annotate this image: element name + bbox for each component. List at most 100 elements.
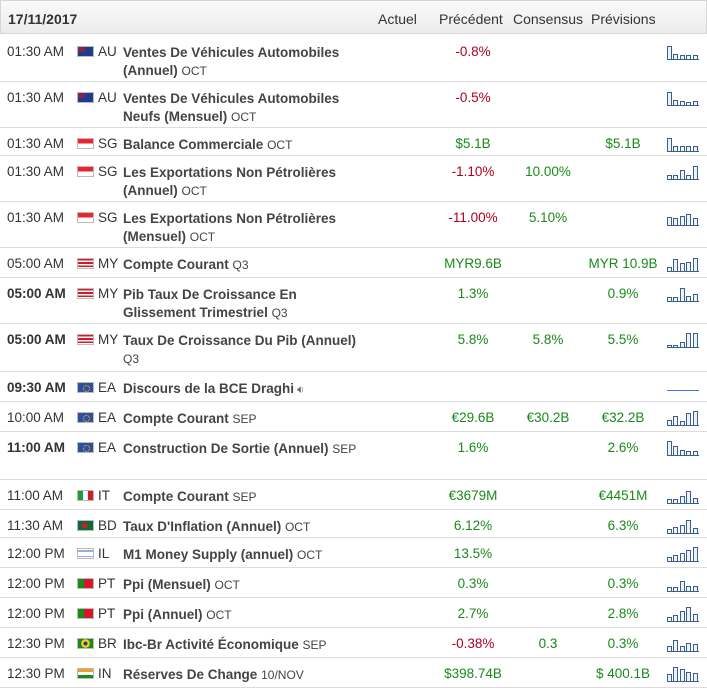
event-period: OCT — [297, 548, 323, 562]
event-title[interactable]: M1 Money Supply (annuel) — [123, 547, 294, 562]
event-row[interactable]: 12:30 PM BR Ibc-Br Activité Économique SEP… — [0, 628, 707, 658]
event-time: 12:30 PM — [7, 636, 65, 651]
history-chart-icon[interactable] — [667, 210, 699, 226]
history-chart-icon[interactable] — [667, 136, 699, 152]
event-row[interactable]: 05:00 AM MY Pib Taux De Croissance En Glis… — [0, 278, 707, 324]
history-chart-icon[interactable] — [667, 332, 699, 348]
event-row[interactable]: 09:30 AM EA Discours de la BCE Draghi 🔉︎ — [0, 372, 707, 402]
history-chart-icon[interactable] — [667, 576, 699, 592]
event-title[interactable]: Les Exportations Non Pétrolières (Annuel… — [123, 165, 337, 198]
event-title[interactable]: Construction De Sortie (Annuel) — [123, 441, 329, 456]
flag-it-icon — [77, 490, 94, 501]
forecast-value: €32.2B — [601, 410, 645, 425]
forecast-value: 0.3% — [607, 576, 639, 591]
history-chart-icon[interactable] — [667, 410, 699, 426]
event-row[interactable]: 11:30 AM BD Taux D'Inflation (Annuel) OCT 6… — [0, 510, 707, 538]
event-name[interactable]: Ppi (Annuel) OCT — [123, 606, 363, 624]
event-row[interactable]: 12:30 PM IN Réserves De Change 10/NOV $398.… — [0, 658, 707, 688]
event-title[interactable]: Ibc-Br Activité Économique — [123, 637, 299, 652]
previous-value: $5.1B — [455, 136, 491, 151]
event-title[interactable]: Les Exportations Non Pétrolières (Mensue… — [123, 211, 337, 244]
history-chart-icon[interactable] — [667, 546, 699, 562]
history-chart-icon[interactable] — [667, 380, 699, 396]
forecast-value: 5.5% — [607, 332, 639, 347]
history-chart-icon[interactable] — [667, 44, 699, 60]
history-chart-icon[interactable] — [667, 164, 699, 180]
event-time: 10:00 AM — [7, 410, 65, 425]
event-title[interactable]: Discours de la BCE Draghi — [123, 381, 295, 396]
event-title[interactable]: Ppi (Mensuel) — [123, 577, 211, 592]
history-bar — [692, 547, 698, 562]
history-baseline — [667, 425, 699, 426]
event-row[interactable]: 01:30 AM AU Ventes De Véhicules Automobile… — [0, 36, 707, 82]
history-chart-icon[interactable] — [667, 488, 699, 504]
event-title[interactable]: Ventes De Véhicules Automobiles (Annuel) — [123, 45, 340, 78]
history-chart-icon[interactable] — [667, 606, 699, 622]
history-chart-icon[interactable] — [667, 440, 699, 456]
forecast-value: $5.1B — [605, 136, 641, 151]
header-forecast: Prévisions — [591, 11, 656, 27]
event-name[interactable]: Construction De Sortie (Annuel) SEP — [123, 440, 363, 458]
event-name[interactable]: Réserves De Change 10/NOV — [123, 666, 363, 684]
event-name[interactable]: Compte Courant SEP — [123, 410, 363, 428]
history-baseline — [667, 271, 699, 272]
consensus-value: 0.3 — [538, 636, 558, 651]
event-name[interactable]: Ibc-Br Activité Économique SEP — [123, 636, 363, 654]
header-consensus: Consensus — [513, 11, 584, 27]
event-name[interactable]: Ppi (Mensuel) OCT — [123, 576, 363, 594]
history-bar — [686, 333, 692, 348]
event-name[interactable]: Compte Courant Q3 — [123, 256, 363, 274]
event-title[interactable]: Balance Commerciale — [123, 137, 264, 152]
history-chart-icon[interactable] — [667, 518, 699, 534]
event-row[interactable]: 01:30 AM AU Ventes De Véhicules Automobile… — [0, 82, 707, 128]
history-bar — [692, 166, 698, 180]
history-chart-icon[interactable] — [667, 256, 699, 272]
flag-il-icon — [77, 548, 94, 559]
event-name[interactable]: Taux De Croissance Du Pib (Annuel) Q3 — [123, 332, 363, 368]
event-name[interactable]: Les Exportations Non Pétrolières (Mensue… — [123, 210, 363, 246]
history-chart-icon[interactable] — [667, 666, 699, 682]
event-name[interactable]: Taux D'Inflation (Annuel) OCT — [123, 518, 363, 536]
event-title[interactable]: Pib Taux De Croissance En Glissement Tri… — [123, 287, 297, 320]
event-name[interactable]: M1 Money Supply (annuel) OCT — [123, 546, 363, 564]
country-code: MY — [98, 332, 119, 347]
history-baseline — [667, 151, 699, 152]
event-period: OCT — [214, 578, 240, 592]
event-name[interactable]: Ventes De Véhicules Automobiles (Annuel)… — [123, 44, 363, 80]
event-row[interactable]: 11:00 AM EA Construction De Sortie (Annuel… — [0, 432, 707, 480]
event-title[interactable]: Compte Courant — [123, 257, 229, 272]
event-title[interactable]: Taux D'Inflation (Annuel) — [123, 519, 282, 534]
event-title[interactable]: Ppi (Annuel) — [123, 607, 203, 622]
history-chart-icon[interactable] — [667, 90, 699, 106]
country-code: SG — [98, 164, 118, 179]
event-title[interactable]: Ventes De Véhicules Automobiles Neufs (M… — [123, 91, 340, 124]
event-name[interactable]: Balance Commerciale OCT — [123, 136, 363, 154]
event-row[interactable]: 12:00 PM IL M1 Money Supply (annuel) OCT 13… — [0, 538, 707, 568]
country-code: EA — [98, 380, 117, 395]
country-code: AU — [98, 44, 117, 59]
event-name[interactable]: Discours de la BCE Draghi 🔉︎ — [123, 380, 363, 399]
event-title[interactable]: Taux De Croissance Du Pib (Annuel) — [123, 333, 357, 348]
event-row[interactable]: 01:30 AM SG Les Exportations Non Pétrolièr… — [0, 202, 707, 248]
event-row[interactable]: 01:30 AM SG Les Exportations Non Pétrolièr… — [0, 156, 707, 202]
event-row[interactable]: 12:00 PM PT Ppi (Annuel) OCT 2.7% 2.8% — [0, 598, 707, 628]
history-baseline — [667, 301, 699, 302]
event-name[interactable]: Les Exportations Non Pétrolières (Annuel… — [123, 164, 363, 200]
event-row[interactable]: 05:00 AM MY Taux De Croissance Du Pib (Ann… — [0, 324, 707, 372]
history-chart-icon[interactable] — [667, 636, 699, 652]
event-row[interactable]: 12:00 PM PT Ppi (Mensuel) OCT 0.3% 0.3% — [0, 568, 707, 598]
event-name[interactable]: Compte Courant SEP — [123, 488, 363, 506]
forecast-value: 2.6% — [607, 440, 639, 455]
country-code: IN — [98, 666, 112, 681]
history-chart-icon[interactable] — [667, 286, 699, 302]
event-title[interactable]: Réserves De Change — [123, 667, 258, 682]
event-title[interactable]: Compte Courant — [123, 411, 229, 426]
event-name[interactable]: Ventes De Véhicules Automobiles Neufs (M… — [123, 90, 363, 126]
event-row[interactable]: 05:00 AM MY Compte Courant Q3 MYR9.6B MYR 10… — [0, 248, 707, 278]
event-title[interactable]: Compte Courant — [123, 489, 229, 504]
event-row[interactable]: 10:00 AM EA Compte Courant SEP €29.6B €30.2B… — [0, 402, 707, 432]
event-name[interactable]: Pib Taux De Croissance En Glissement Tri… — [123, 286, 363, 322]
event-row[interactable]: 01:30 AM SG Balance Commerciale OCT $5.1B $5… — [0, 128, 707, 156]
event-row[interactable]: 11:00 AM IT Compte Courant SEP €3679M €4451M — [0, 480, 707, 510]
